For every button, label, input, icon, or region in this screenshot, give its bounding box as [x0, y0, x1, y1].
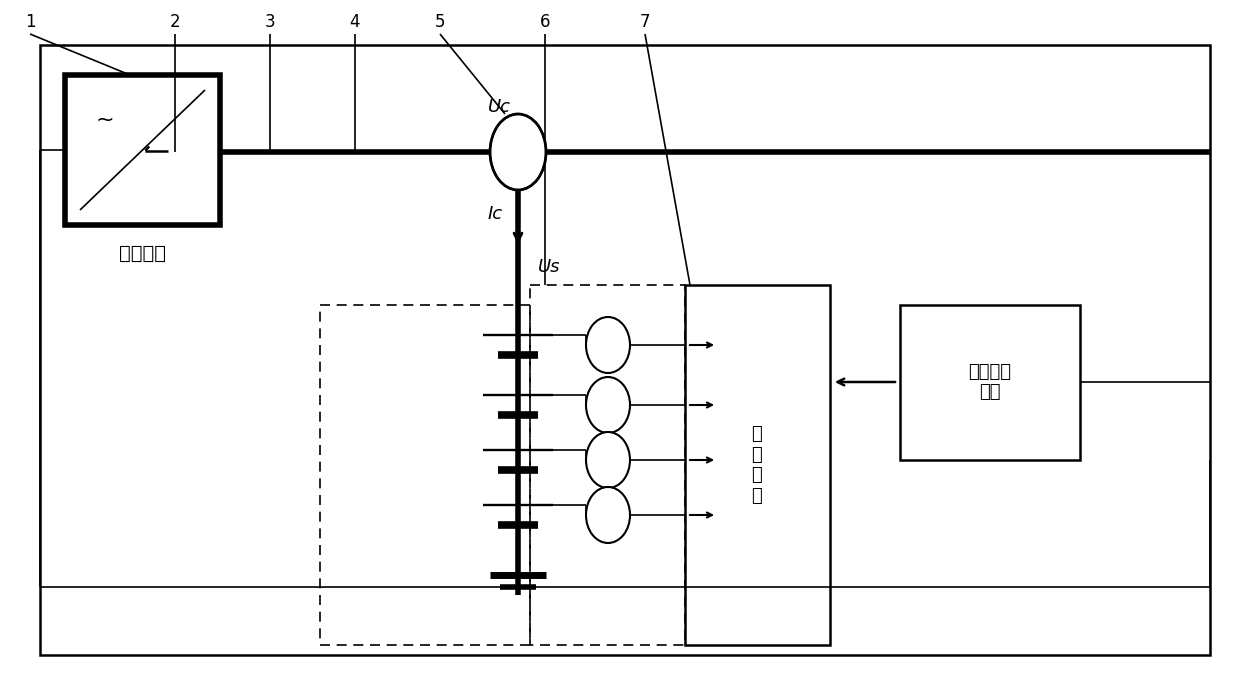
Ellipse shape	[587, 377, 630, 433]
Text: 3: 3	[264, 13, 275, 31]
Text: 均
衡
单
元: 均 衡 单 元	[751, 425, 763, 505]
Text: Us: Us	[538, 258, 560, 276]
Ellipse shape	[490, 114, 546, 190]
Bar	[40, 45, 1210, 655]
Text: 7: 7	[640, 13, 650, 31]
Bar	[529, 285, 684, 645]
Text: 2: 2	[170, 13, 180, 31]
Text: 电池管理
系统: 电池管理 系统	[968, 362, 1012, 401]
Bar	[64, 75, 219, 225]
Ellipse shape	[587, 432, 630, 488]
Ellipse shape	[587, 487, 630, 543]
Text: ~: ~	[95, 110, 114, 130]
Ellipse shape	[587, 317, 630, 373]
Bar	[490, 114, 546, 190]
Text: 1: 1	[25, 13, 35, 31]
Bar	[684, 285, 830, 645]
Bar	[320, 305, 529, 645]
Text: Ic: Ic	[487, 205, 503, 223]
Text: 5: 5	[435, 13, 445, 31]
Text: Uc: Uc	[489, 98, 511, 116]
Text: 充电设备: 充电设备	[119, 244, 165, 262]
Text: 4: 4	[350, 13, 361, 31]
Text: 6: 6	[539, 13, 551, 31]
Bar	[900, 305, 1080, 460]
